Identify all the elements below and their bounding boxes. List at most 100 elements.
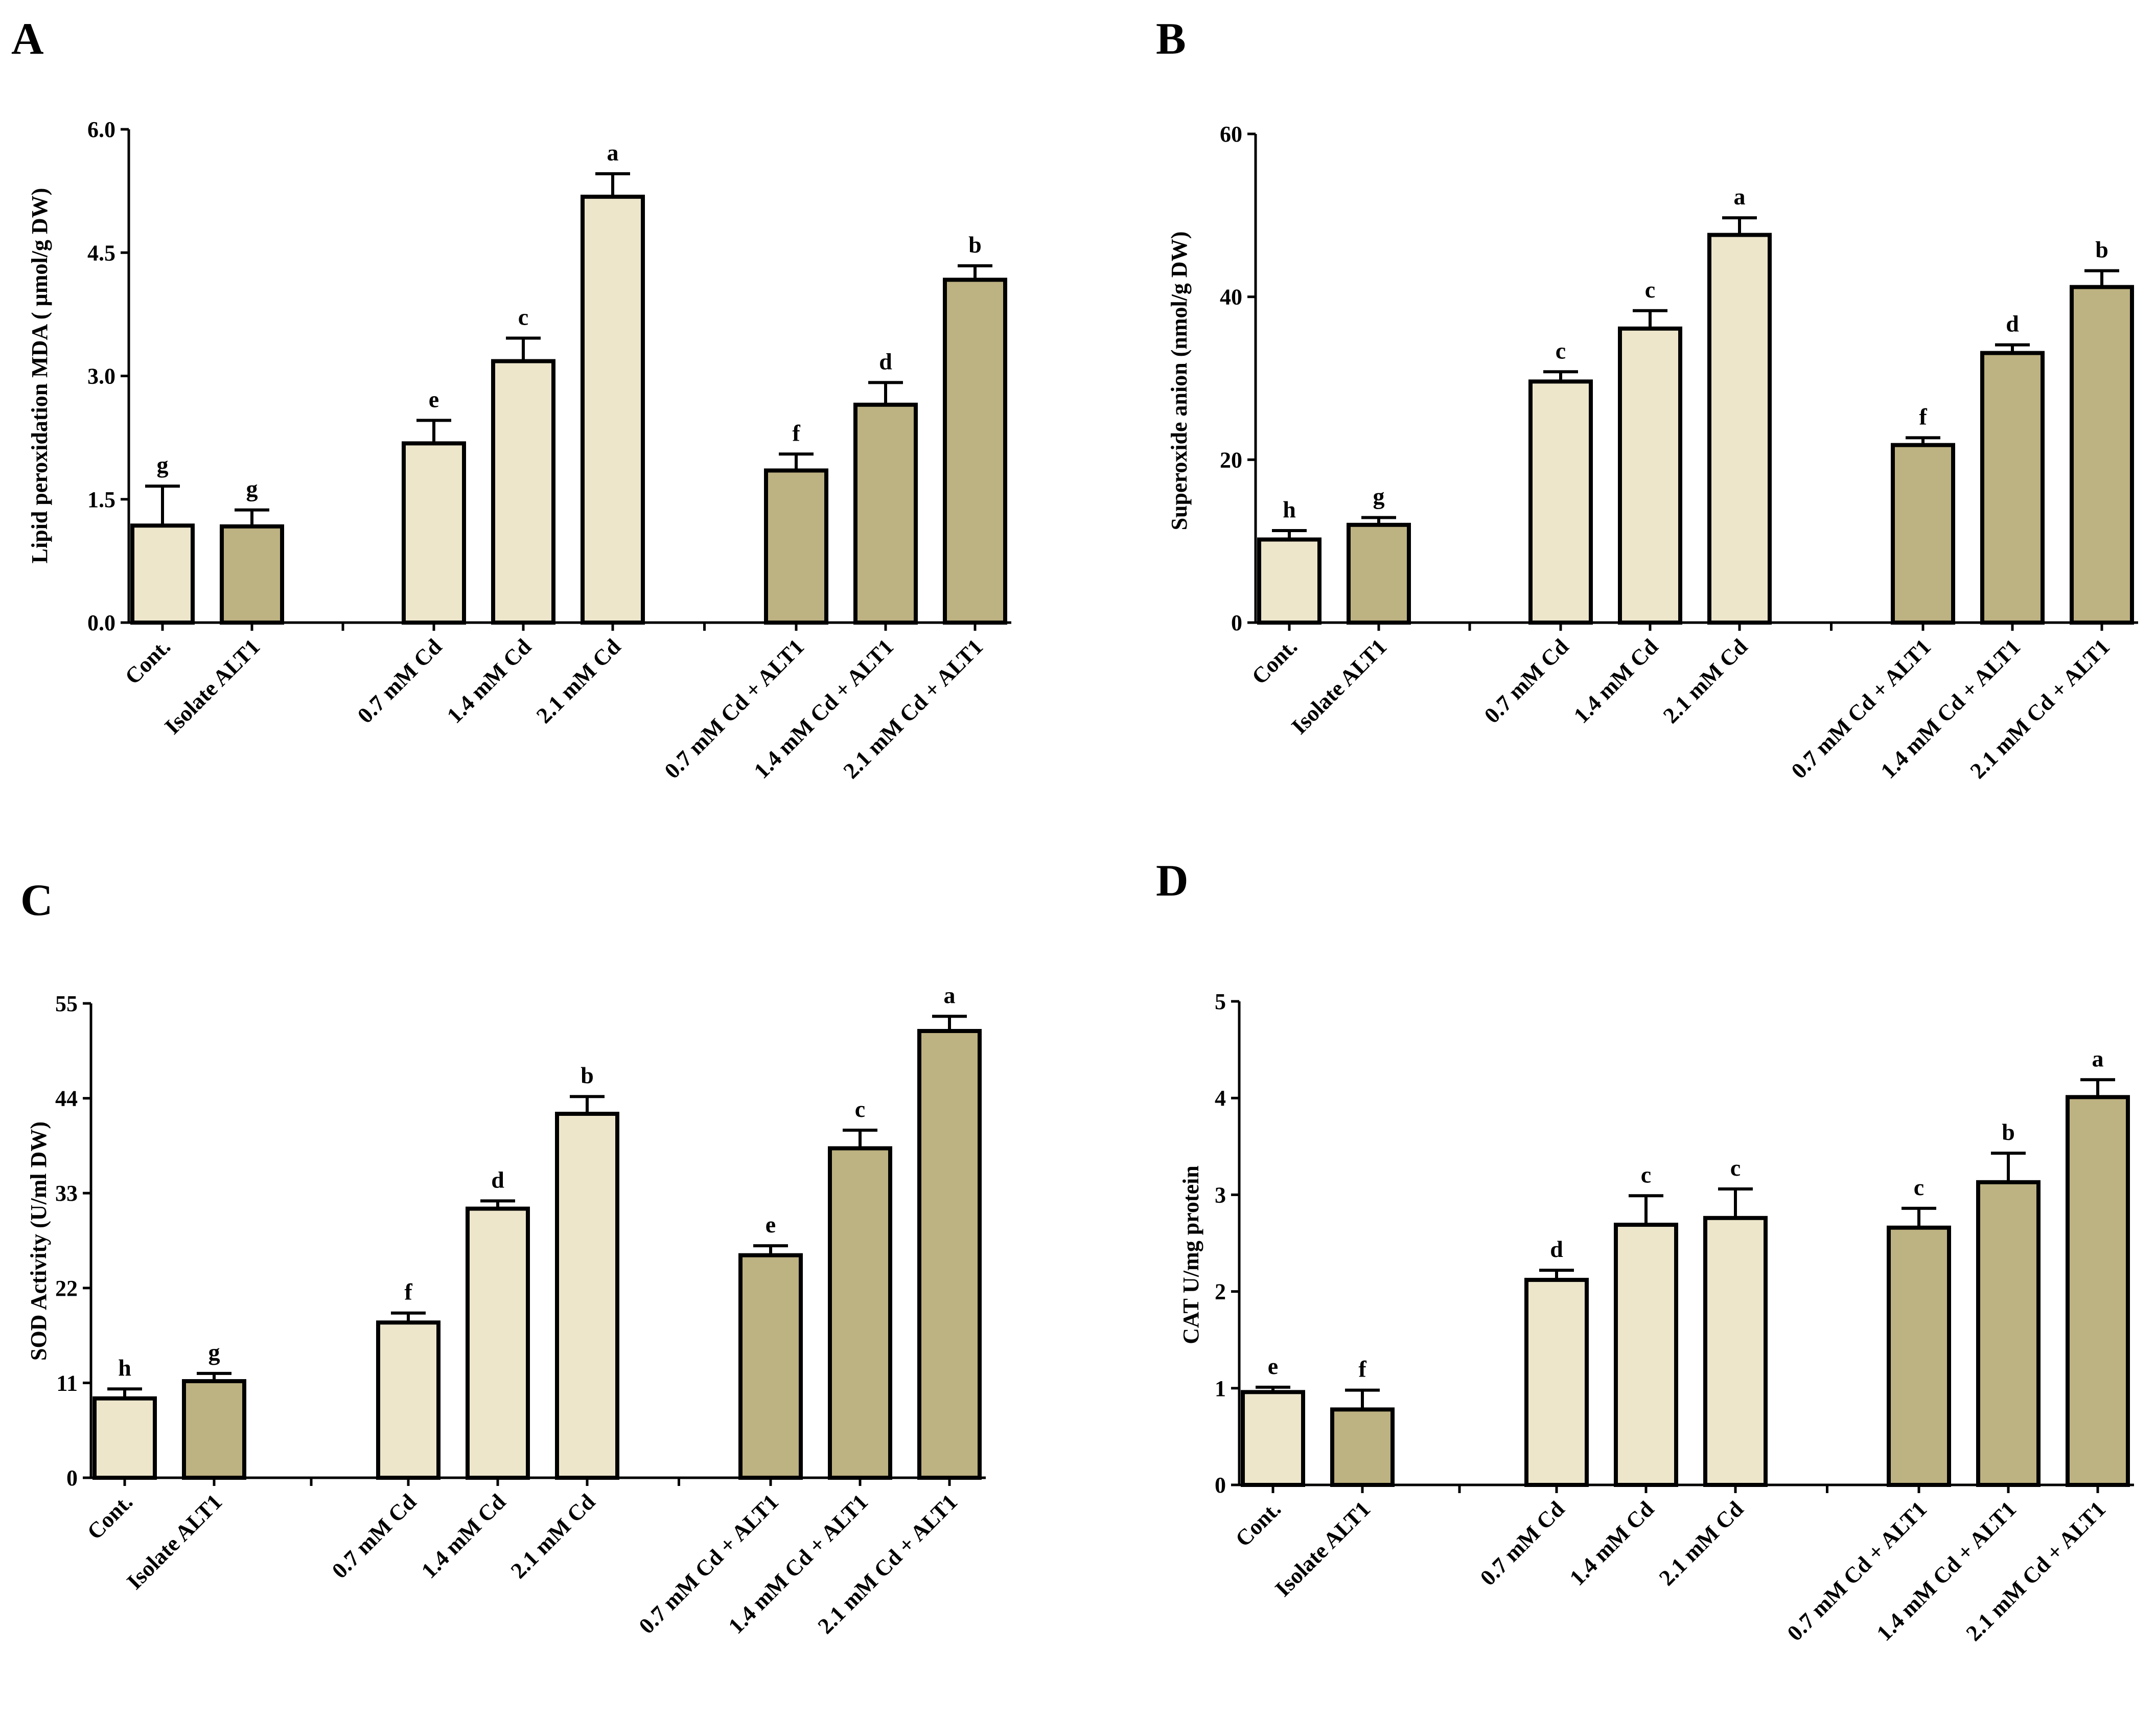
bar-2-1mm-cd — [581, 194, 645, 625]
x-category-label: Isolate ALT1 — [160, 634, 265, 739]
x-category-label: 1.4 mM Cd — [442, 634, 536, 728]
bar-2-1mm-cd — [1707, 233, 1772, 625]
x-category-label: 2.1 mM Cd — [1654, 1496, 1748, 1590]
significance-letter: e — [1268, 1353, 1278, 1379]
panel-label: D — [1156, 856, 1189, 906]
significance-letter: d — [491, 1166, 504, 1193]
chart-panel-a: A Lipid peroxidation MDA ( µmol/g DW) 0.… — [11, 14, 1011, 784]
significance-letter: d — [1550, 1236, 1563, 1262]
x-category-label: 2.1 mM Cd — [1658, 634, 1752, 728]
y-axis-label: SOD Activity (U/ml DW) — [26, 1121, 51, 1361]
significance-letter: a — [2092, 1045, 2104, 1071]
x-category-label: 2.1 mM Cd — [531, 634, 625, 728]
significance-letter: h — [1283, 496, 1296, 522]
y-tick-label: 20 — [1220, 447, 1242, 472]
x-category-label: 0.7 mM Cd — [1479, 634, 1573, 728]
significance-letter: f — [1919, 403, 1927, 429]
significance-letter: e — [766, 1211, 776, 1238]
y-tick-label: 55 — [55, 991, 78, 1016]
x-category-label: 0.7 mM Cd — [327, 1489, 421, 1583]
significance-letter: f — [1358, 1356, 1366, 1382]
x-category-label: Cont. — [82, 1489, 137, 1544]
significance-letter: c — [1730, 1155, 1741, 1181]
chart-panel-b: B Superoxide anion (nmol/g DW) 0 20 40 60 h C… — [1156, 14, 2138, 784]
y-tick-label: 0 — [1215, 1473, 1226, 1498]
y-tick-label: 33 — [55, 1181, 78, 1206]
bar-0-7mm-cd — [402, 441, 466, 625]
significance-letter: g — [208, 1339, 220, 1365]
bar-0-7mm-cd — [1528, 379, 1593, 625]
bar-0-7mm-cd — [376, 1320, 441, 1480]
y-tick-label: 3 — [1215, 1182, 1226, 1207]
y-tick-label: 0 — [66, 1465, 78, 1491]
bar-2-1mm-cd — [555, 1111, 619, 1480]
x-category-label: 2.1 mM Cd — [506, 1489, 600, 1583]
bar-0-7mm-cd-alt1 — [1891, 443, 1955, 625]
y-tick-label: 60 — [1220, 122, 1242, 147]
significance-letter: b — [2095, 237, 2108, 263]
y-tick-label: 1.5 — [87, 487, 115, 512]
y-axis-label: Superoxide anion (nmol/g DW) — [1167, 232, 1192, 531]
x-category-label: Isolate ALT1 — [1270, 1496, 1376, 1601]
chart-panel-d: D CAT U/mg protein 0 1 2 3 4 5 e Cont. f Isolate … — [1156, 856, 2134, 1646]
significance-letter: b — [968, 232, 982, 258]
significance-letter: e — [429, 386, 439, 412]
significance-letter: h — [118, 1355, 131, 1381]
significance-letter: b — [2002, 1119, 2015, 1145]
significance-letter: f — [404, 1279, 412, 1305]
bar-cont — [92, 1396, 157, 1480]
significance-letter: f — [792, 420, 800, 446]
y-tick-label: 0.0 — [87, 610, 115, 635]
panel-label: C — [20, 876, 53, 925]
y-axis-label: Lipid peroxidation MDA ( µmol/g DW) — [27, 188, 52, 564]
y-tick-label: 5 — [1215, 989, 1226, 1014]
bar-2-1mm-cd-alt1 — [917, 1028, 982, 1480]
bar-isolate-alt1 — [220, 524, 284, 625]
significance-letter: g — [246, 476, 258, 502]
x-category-label: Isolate ALT1 — [122, 1489, 227, 1594]
bar-2-1mm-cd-alt1 — [2066, 1095, 2130, 1487]
significance-letter: d — [879, 348, 892, 374]
x-category-label: 0.7 mM Cd — [1475, 1496, 1569, 1590]
significance-letter: c — [1914, 1174, 1924, 1200]
bar-0-7mm-cd — [1524, 1277, 1589, 1487]
significance-letter: c — [518, 304, 528, 330]
x-category-label: Cont. — [120, 634, 175, 689]
y-tick-label: 4.5 — [87, 240, 115, 265]
y-tick-label: 44 — [55, 1086, 78, 1111]
bar-1-4mm-cd — [466, 1206, 530, 1480]
significance-letter: g — [157, 452, 169, 478]
chart-panel-c: C SOD Activity (U/ml DW) 0 11 22 33 44 55 h Con… — [20, 876, 986, 1639]
bar-cont — [1241, 1390, 1305, 1487]
y-tick-label: 4 — [1215, 1086, 1226, 1111]
y-tick-label: 3.0 — [87, 364, 115, 389]
x-category-label: 1.4 mM Cd — [416, 1489, 511, 1583]
significance-letter: c — [855, 1096, 865, 1122]
y-tick-label: 0 — [1231, 610, 1242, 635]
significance-letter: d — [2006, 311, 2019, 337]
panel-label: B — [1156, 14, 1186, 64]
y-axis-label: CAT U/mg protein — [1178, 1165, 1203, 1344]
bar-1-4mm-cd — [1618, 326, 1682, 625]
significance-letter: a — [944, 982, 956, 1008]
bar-isolate-alt1 — [182, 1379, 246, 1480]
significance-letter: c — [1645, 277, 1655, 303]
significance-letter: b — [581, 1062, 594, 1088]
x-category-label: Cont. — [1231, 1496, 1286, 1551]
bar-2-1mm-cd-alt1 — [943, 278, 1007, 625]
x-category-label: Cont. — [1247, 634, 1302, 689]
bar-cont — [130, 523, 195, 625]
y-tick-label: 40 — [1220, 285, 1242, 310]
bar-1-4mm-cd — [1614, 1223, 1678, 1487]
bar-0-7mm-cd-alt1 — [738, 1253, 803, 1480]
significance-letter: c — [1556, 337, 1566, 363]
significance-letter: a — [607, 140, 619, 166]
significance-letter: a — [1734, 184, 1746, 210]
y-tick-label: 2 — [1215, 1279, 1226, 1304]
y-tick-label: 11 — [56, 1370, 78, 1395]
bar-cont — [1257, 537, 1322, 625]
bar-1-4mm-cd-alt1 — [1976, 1180, 2041, 1487]
bar-isolate-alt1 — [1330, 1407, 1395, 1487]
x-category-label: 1.4 mM Cd — [1569, 634, 1663, 728]
